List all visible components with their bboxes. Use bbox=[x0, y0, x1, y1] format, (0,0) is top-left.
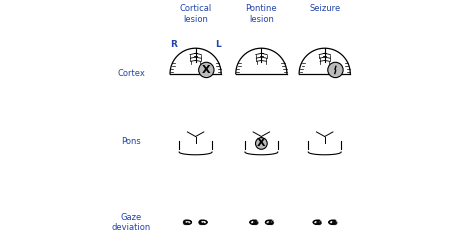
Ellipse shape bbox=[329, 220, 336, 224]
Circle shape bbox=[253, 220, 258, 225]
Circle shape bbox=[317, 220, 322, 225]
Circle shape bbox=[269, 220, 274, 225]
Text: R: R bbox=[170, 40, 176, 49]
Text: X: X bbox=[257, 138, 265, 148]
Ellipse shape bbox=[265, 220, 273, 224]
Ellipse shape bbox=[184, 220, 191, 224]
Ellipse shape bbox=[255, 138, 267, 149]
Text: X: X bbox=[202, 65, 210, 75]
Text: L: L bbox=[215, 40, 221, 49]
Ellipse shape bbox=[328, 62, 343, 78]
Text: Gaze
deviation: Gaze deviation bbox=[111, 213, 151, 232]
Circle shape bbox=[332, 220, 337, 225]
Text: Cortex: Cortex bbox=[117, 69, 145, 78]
Ellipse shape bbox=[199, 62, 214, 78]
Text: Seizure: Seizure bbox=[309, 4, 340, 13]
Ellipse shape bbox=[250, 220, 257, 224]
Text: Pons: Pons bbox=[121, 137, 141, 147]
Text: Cortical
lesion: Cortical lesion bbox=[180, 4, 212, 24]
Ellipse shape bbox=[313, 220, 320, 224]
Ellipse shape bbox=[200, 220, 207, 224]
Circle shape bbox=[199, 220, 204, 225]
Circle shape bbox=[183, 220, 188, 225]
Text: Pontine
lesion: Pontine lesion bbox=[246, 4, 277, 24]
